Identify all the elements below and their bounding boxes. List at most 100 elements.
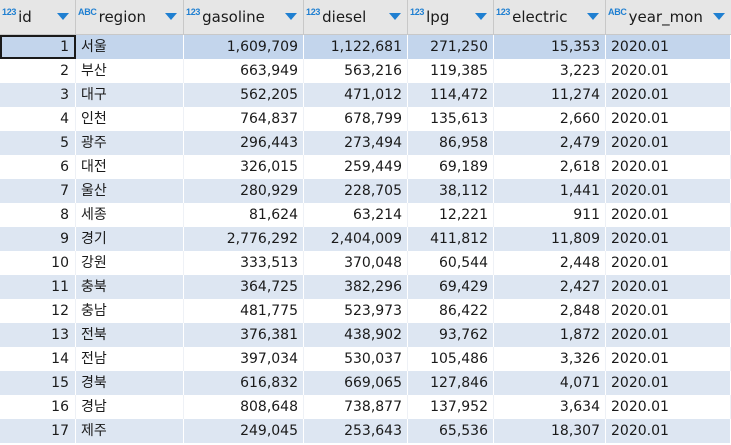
cell-region[interactable]: 대전 (76, 155, 184, 179)
cell-electric[interactable]: 3,634 (494, 395, 606, 419)
table-row[interactable]: 11 충북 364,725 382,296 69,429 2,427 2020.01 (0, 275, 731, 299)
cell-lpg[interactable]: 38,112 (408, 179, 494, 203)
cell-lpg[interactable]: 114,472 (408, 83, 494, 107)
cell-id[interactable]: 6 (0, 155, 76, 179)
table-row[interactable]: 17 제주 249,045 253,643 65,536 18,307 2020.01 (0, 419, 731, 443)
cell-lpg[interactable]: 271,250 (408, 35, 494, 59)
cell-diesel[interactable]: 471,012 (304, 83, 408, 107)
cell-year-mon[interactable]: 2020.01 (606, 251, 731, 275)
cell-year-mon[interactable]: 2020.01 (606, 203, 731, 227)
sort-filter-icon[interactable] (475, 13, 487, 20)
cell-id[interactable]: 2 (0, 59, 76, 83)
column-header-diesel[interactable]: 123 diesel (304, 0, 408, 34)
cell-gasoline[interactable]: 333,513 (184, 251, 304, 275)
cell-electric[interactable]: 2,427 (494, 275, 606, 299)
cell-gasoline[interactable]: 663,949 (184, 59, 304, 83)
column-header-region[interactable]: ABC region (76, 0, 184, 34)
sort-filter-icon[interactable] (389, 13, 401, 20)
table-row[interactable]: 8 세종 81,624 63,214 12,221 911 2020.01 (0, 203, 731, 227)
table-row[interactable]: 2 부산 663,949 563,216 119,385 3,223 2020.01 (0, 59, 731, 83)
cell-lpg[interactable]: 12,221 (408, 203, 494, 227)
cell-id[interactable]: 8 (0, 203, 76, 227)
cell-year-mon[interactable]: 2020.01 (606, 155, 731, 179)
cell-region[interactable]: 충남 (76, 299, 184, 323)
cell-lpg[interactable]: 69,429 (408, 275, 494, 299)
cell-electric[interactable]: 3,326 (494, 347, 606, 371)
cell-id[interactable]: 10 (0, 251, 76, 275)
cell-diesel[interactable]: 2,404,009 (304, 227, 408, 251)
cell-lpg[interactable]: 86,422 (408, 299, 494, 323)
cell-year-mon[interactable]: 2020.01 (606, 347, 731, 371)
cell-year-mon[interactable]: 2020.01 (606, 83, 731, 107)
cell-region[interactable]: 경기 (76, 227, 184, 251)
cell-region[interactable]: 충북 (76, 275, 184, 299)
cell-id[interactable]: 14 (0, 347, 76, 371)
cell-diesel[interactable]: 523,973 (304, 299, 408, 323)
table-row[interactable]: 7 울산 280,929 228,705 38,112 1,441 2020.01 (0, 179, 731, 203)
cell-lpg[interactable]: 411,812 (408, 227, 494, 251)
cell-year-mon[interactable]: 2020.01 (606, 35, 731, 59)
cell-diesel[interactable]: 63,214 (304, 203, 408, 227)
cell-gasoline[interactable]: 481,775 (184, 299, 304, 323)
cell-electric[interactable]: 1,872 (494, 323, 606, 347)
cell-id[interactable]: 16 (0, 395, 76, 419)
cell-region[interactable]: 경북 (76, 371, 184, 395)
sort-filter-icon[interactable] (165, 13, 177, 20)
cell-id[interactable]: 3 (0, 83, 76, 107)
cell-id[interactable]: 4 (0, 107, 76, 131)
cell-diesel[interactable]: 530,037 (304, 347, 408, 371)
cell-id[interactable]: 11 (0, 275, 76, 299)
cell-lpg[interactable]: 119,385 (408, 59, 494, 83)
cell-electric[interactable]: 2,448 (494, 251, 606, 275)
cell-electric[interactable]: 1,441 (494, 179, 606, 203)
cell-diesel[interactable]: 273,494 (304, 131, 408, 155)
column-header-year-mon[interactable]: ABC year_mon (606, 0, 731, 34)
cell-lpg[interactable]: 86,958 (408, 131, 494, 155)
table-row[interactable]: 1 서울 1,609,709 1,122,681 271,250 15,353 2020.0… (0, 35, 731, 59)
cell-year-mon[interactable]: 2020.01 (606, 299, 731, 323)
cell-gasoline[interactable]: 616,832 (184, 371, 304, 395)
cell-gasoline[interactable]: 2,776,292 (184, 227, 304, 251)
cell-electric[interactable]: 11,809 (494, 227, 606, 251)
cell-gasoline[interactable]: 280,929 (184, 179, 304, 203)
cell-diesel[interactable]: 253,643 (304, 419, 408, 443)
cell-lpg[interactable]: 93,762 (408, 323, 494, 347)
cell-region[interactable]: 경남 (76, 395, 184, 419)
cell-electric[interactable]: 11,274 (494, 83, 606, 107)
cell-gasoline[interactable]: 562,205 (184, 83, 304, 107)
cell-electric[interactable]: 3,223 (494, 59, 606, 83)
cell-diesel[interactable]: 228,705 (304, 179, 408, 203)
column-header-electric[interactable]: 123 electric (494, 0, 606, 34)
sort-filter-icon[interactable] (587, 13, 599, 20)
cell-region[interactable]: 인천 (76, 107, 184, 131)
sort-filter-icon[interactable] (713, 13, 725, 20)
cell-year-mon[interactable]: 2020.01 (606, 395, 731, 419)
cell-lpg[interactable]: 60,544 (408, 251, 494, 275)
cell-lpg[interactable]: 105,486 (408, 347, 494, 371)
cell-region[interactable]: 광주 (76, 131, 184, 155)
cell-region[interactable]: 부산 (76, 59, 184, 83)
table-row[interactable]: 5 광주 296,443 273,494 86,958 2,479 2020.01 (0, 131, 731, 155)
cell-gasoline[interactable]: 764,837 (184, 107, 304, 131)
column-header-lpg[interactable]: 123 lpg (408, 0, 494, 34)
cell-year-mon[interactable]: 2020.01 (606, 107, 731, 131)
cell-gasoline[interactable]: 364,725 (184, 275, 304, 299)
cell-gasoline[interactable]: 296,443 (184, 131, 304, 155)
table-row[interactable]: 15 경북 616,832 669,065 127,846 4,071 2020.01 (0, 371, 731, 395)
cell-electric[interactable]: 2,660 (494, 107, 606, 131)
table-row[interactable]: 3 대구 562,205 471,012 114,472 11,274 2020.01 (0, 83, 731, 107)
cell-year-mon[interactable]: 2020.01 (606, 227, 731, 251)
cell-region[interactable]: 전남 (76, 347, 184, 371)
cell-region[interactable]: 제주 (76, 419, 184, 443)
sort-filter-icon[interactable] (57, 13, 69, 20)
cell-electric[interactable]: 911 (494, 203, 606, 227)
cell-diesel[interactable]: 259,449 (304, 155, 408, 179)
table-row[interactable]: 14 전남 397,034 530,037 105,486 3,326 2020.01 (0, 347, 731, 371)
cell-electric[interactable]: 15,353 (494, 35, 606, 59)
cell-region[interactable]: 세종 (76, 203, 184, 227)
column-header-id[interactable]: 123 id (0, 0, 76, 34)
table-row[interactable]: 16 경남 808,648 738,877 137,952 3,634 2020.01 (0, 395, 731, 419)
cell-id[interactable]: 9 (0, 227, 76, 251)
cell-diesel[interactable]: 382,296 (304, 275, 408, 299)
cell-lpg[interactable]: 127,846 (408, 371, 494, 395)
